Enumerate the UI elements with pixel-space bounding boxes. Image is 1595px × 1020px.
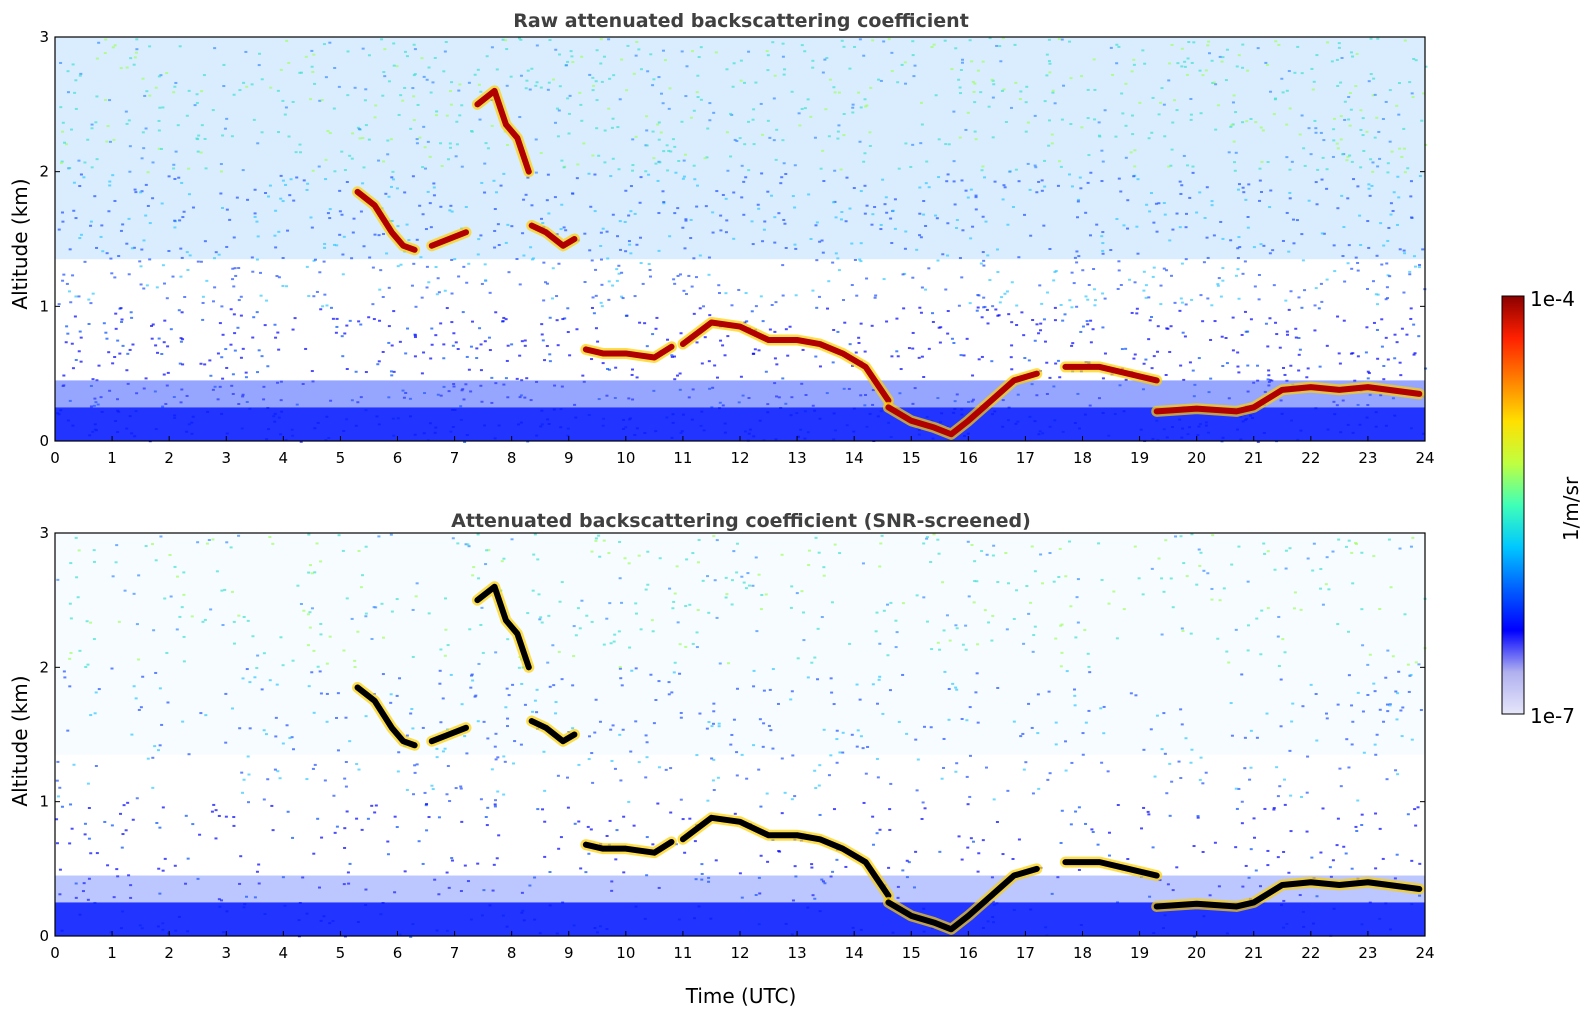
x-tick-label: 9: [564, 449, 574, 467]
colorbar-min-label: 1e-7: [1530, 704, 1575, 728]
y-tick-label: 2: [39, 658, 49, 676]
y-tick-label: 3: [39, 28, 49, 46]
x-tick-label: 10: [616, 449, 635, 467]
colorbar-label: 1/m/sr: [1559, 476, 1583, 541]
x-tick-label: 11: [673, 944, 692, 962]
y-tick-label: 2: [39, 163, 49, 181]
x-tick-label: 1: [107, 944, 117, 962]
x-tick-label: 17: [1016, 449, 1035, 467]
x-tick-label: 22: [1301, 944, 1320, 962]
cloud-layer: [474, 87, 532, 175]
x-tick-label: 15: [902, 449, 921, 467]
y-axis-label: Altitude (km): [8, 675, 32, 806]
cloud-layer: [582, 343, 675, 361]
x-tick-label: 3: [221, 449, 231, 467]
cloud-layer: [474, 583, 532, 671]
cloud-layer: [679, 814, 892, 899]
colorbar-max-label: 1e-4: [1530, 287, 1575, 311]
cloud-layer: [679, 319, 892, 404]
y-tick-label: 0: [39, 432, 49, 450]
x-tick-label: 11: [673, 449, 692, 467]
x-tick-label: 1: [107, 449, 117, 467]
x-tick-label: 7: [450, 944, 460, 962]
x-tick-label: 20: [1187, 449, 1206, 467]
cloud-layer: [1062, 363, 1160, 384]
x-tick-label: 2: [164, 944, 174, 962]
x-tick-label: 13: [788, 944, 807, 962]
plot-area: 0 1 2 3 4 5 6 7 8 9 10 11 12 13 14 15 16 17 18 19 20 21 22 23 24…: [39, 524, 1434, 962]
x-tick-label: 17: [1016, 944, 1035, 962]
y-tick-label: 3: [39, 524, 49, 542]
x-tick-label: 5: [336, 944, 346, 962]
x-tick-label: 12: [730, 449, 749, 467]
x-tick-label: 24: [1415, 449, 1434, 467]
x-tick-label: 18: [1073, 944, 1092, 962]
x-tick-label: 6: [393, 449, 403, 467]
cloud-layer: [428, 229, 469, 249]
x-tick-label: 7: [450, 449, 460, 467]
x-tick-label: 14: [845, 944, 864, 962]
y-tick-label: 1: [39, 793, 49, 811]
x-tick-label: 22: [1301, 449, 1320, 467]
y-tick-label: 1: [39, 297, 49, 315]
backscatter-field: [55, 533, 1427, 938]
x-tick-label: 12: [730, 944, 749, 962]
x-tick-label: 2: [164, 449, 174, 467]
x-tick-label: 3: [221, 944, 231, 962]
x-tick-label: 16: [959, 449, 978, 467]
x-tick-label: 6: [393, 944, 403, 962]
cloud-layer: [1153, 879, 1423, 910]
panel-raw: Raw attenuated backscattering coefficien…: [8, 10, 1435, 467]
cloud-layer: [354, 188, 418, 253]
cloud-layer: [354, 684, 418, 749]
panel-screened: Attenuated backscattering coefficient (S…: [8, 510, 1435, 1008]
x-tick-label: 8: [507, 449, 517, 467]
cloud-layer: [528, 718, 578, 745]
backscatter-field: [55, 37, 1428, 443]
panel-title: Attenuated backscattering coefficient (S…: [451, 510, 1031, 532]
x-tick-label: 16: [959, 944, 978, 962]
y-tick-label: 0: [39, 927, 49, 945]
x-tick-label: 21: [1244, 944, 1263, 962]
cloud-layer: [582, 838, 675, 856]
plot-area: 0 1 2 3 4 5 6 7 8 9 10 11 12 13 14 15 16 17 18 19 20 21 22 23 24…: [39, 28, 1434, 467]
x-tick-label: 21: [1244, 449, 1263, 467]
x-tick-label: 15: [902, 944, 921, 962]
x-tick-label: 18: [1073, 449, 1092, 467]
cloud-layer: [1062, 859, 1160, 879]
x-tick-label: 14: [845, 449, 864, 467]
colorbar: 1e-4 1e-7 1/m/sr: [1501, 287, 1583, 728]
x-tick-label: 19: [1130, 449, 1149, 467]
x-tick-label: 19: [1130, 944, 1149, 962]
x-tick-label: 0: [50, 944, 60, 962]
x-axis-label: Time (UTC): [685, 984, 797, 1008]
x-tick-label: 10: [616, 944, 635, 962]
x-tick-label: 23: [1358, 944, 1377, 962]
cloud-layer: [885, 370, 1040, 438]
x-tick-label: 4: [279, 449, 289, 467]
panel-title: Raw attenuated backscattering coefficien…: [513, 10, 969, 32]
x-tick-label: 23: [1358, 449, 1377, 467]
cloud-layer: [885, 865, 1040, 933]
cloud-layer: [528, 222, 578, 249]
y-axis-label: Altitude (km): [8, 178, 32, 309]
x-tick-label: 24: [1415, 944, 1434, 962]
cloud-layer: [1153, 384, 1423, 415]
x-tick-label: 9: [564, 944, 574, 962]
x-tick-label: 13: [788, 449, 807, 467]
x-tick-label: 0: [50, 449, 60, 467]
x-tick-label: 4: [279, 944, 289, 962]
x-tick-label: 20: [1187, 944, 1206, 962]
x-tick-label: 5: [336, 449, 346, 467]
x-tick-label: 8: [507, 944, 517, 962]
cloud-layer: [428, 724, 469, 745]
colorbar-scale: [1501, 295, 1525, 715]
